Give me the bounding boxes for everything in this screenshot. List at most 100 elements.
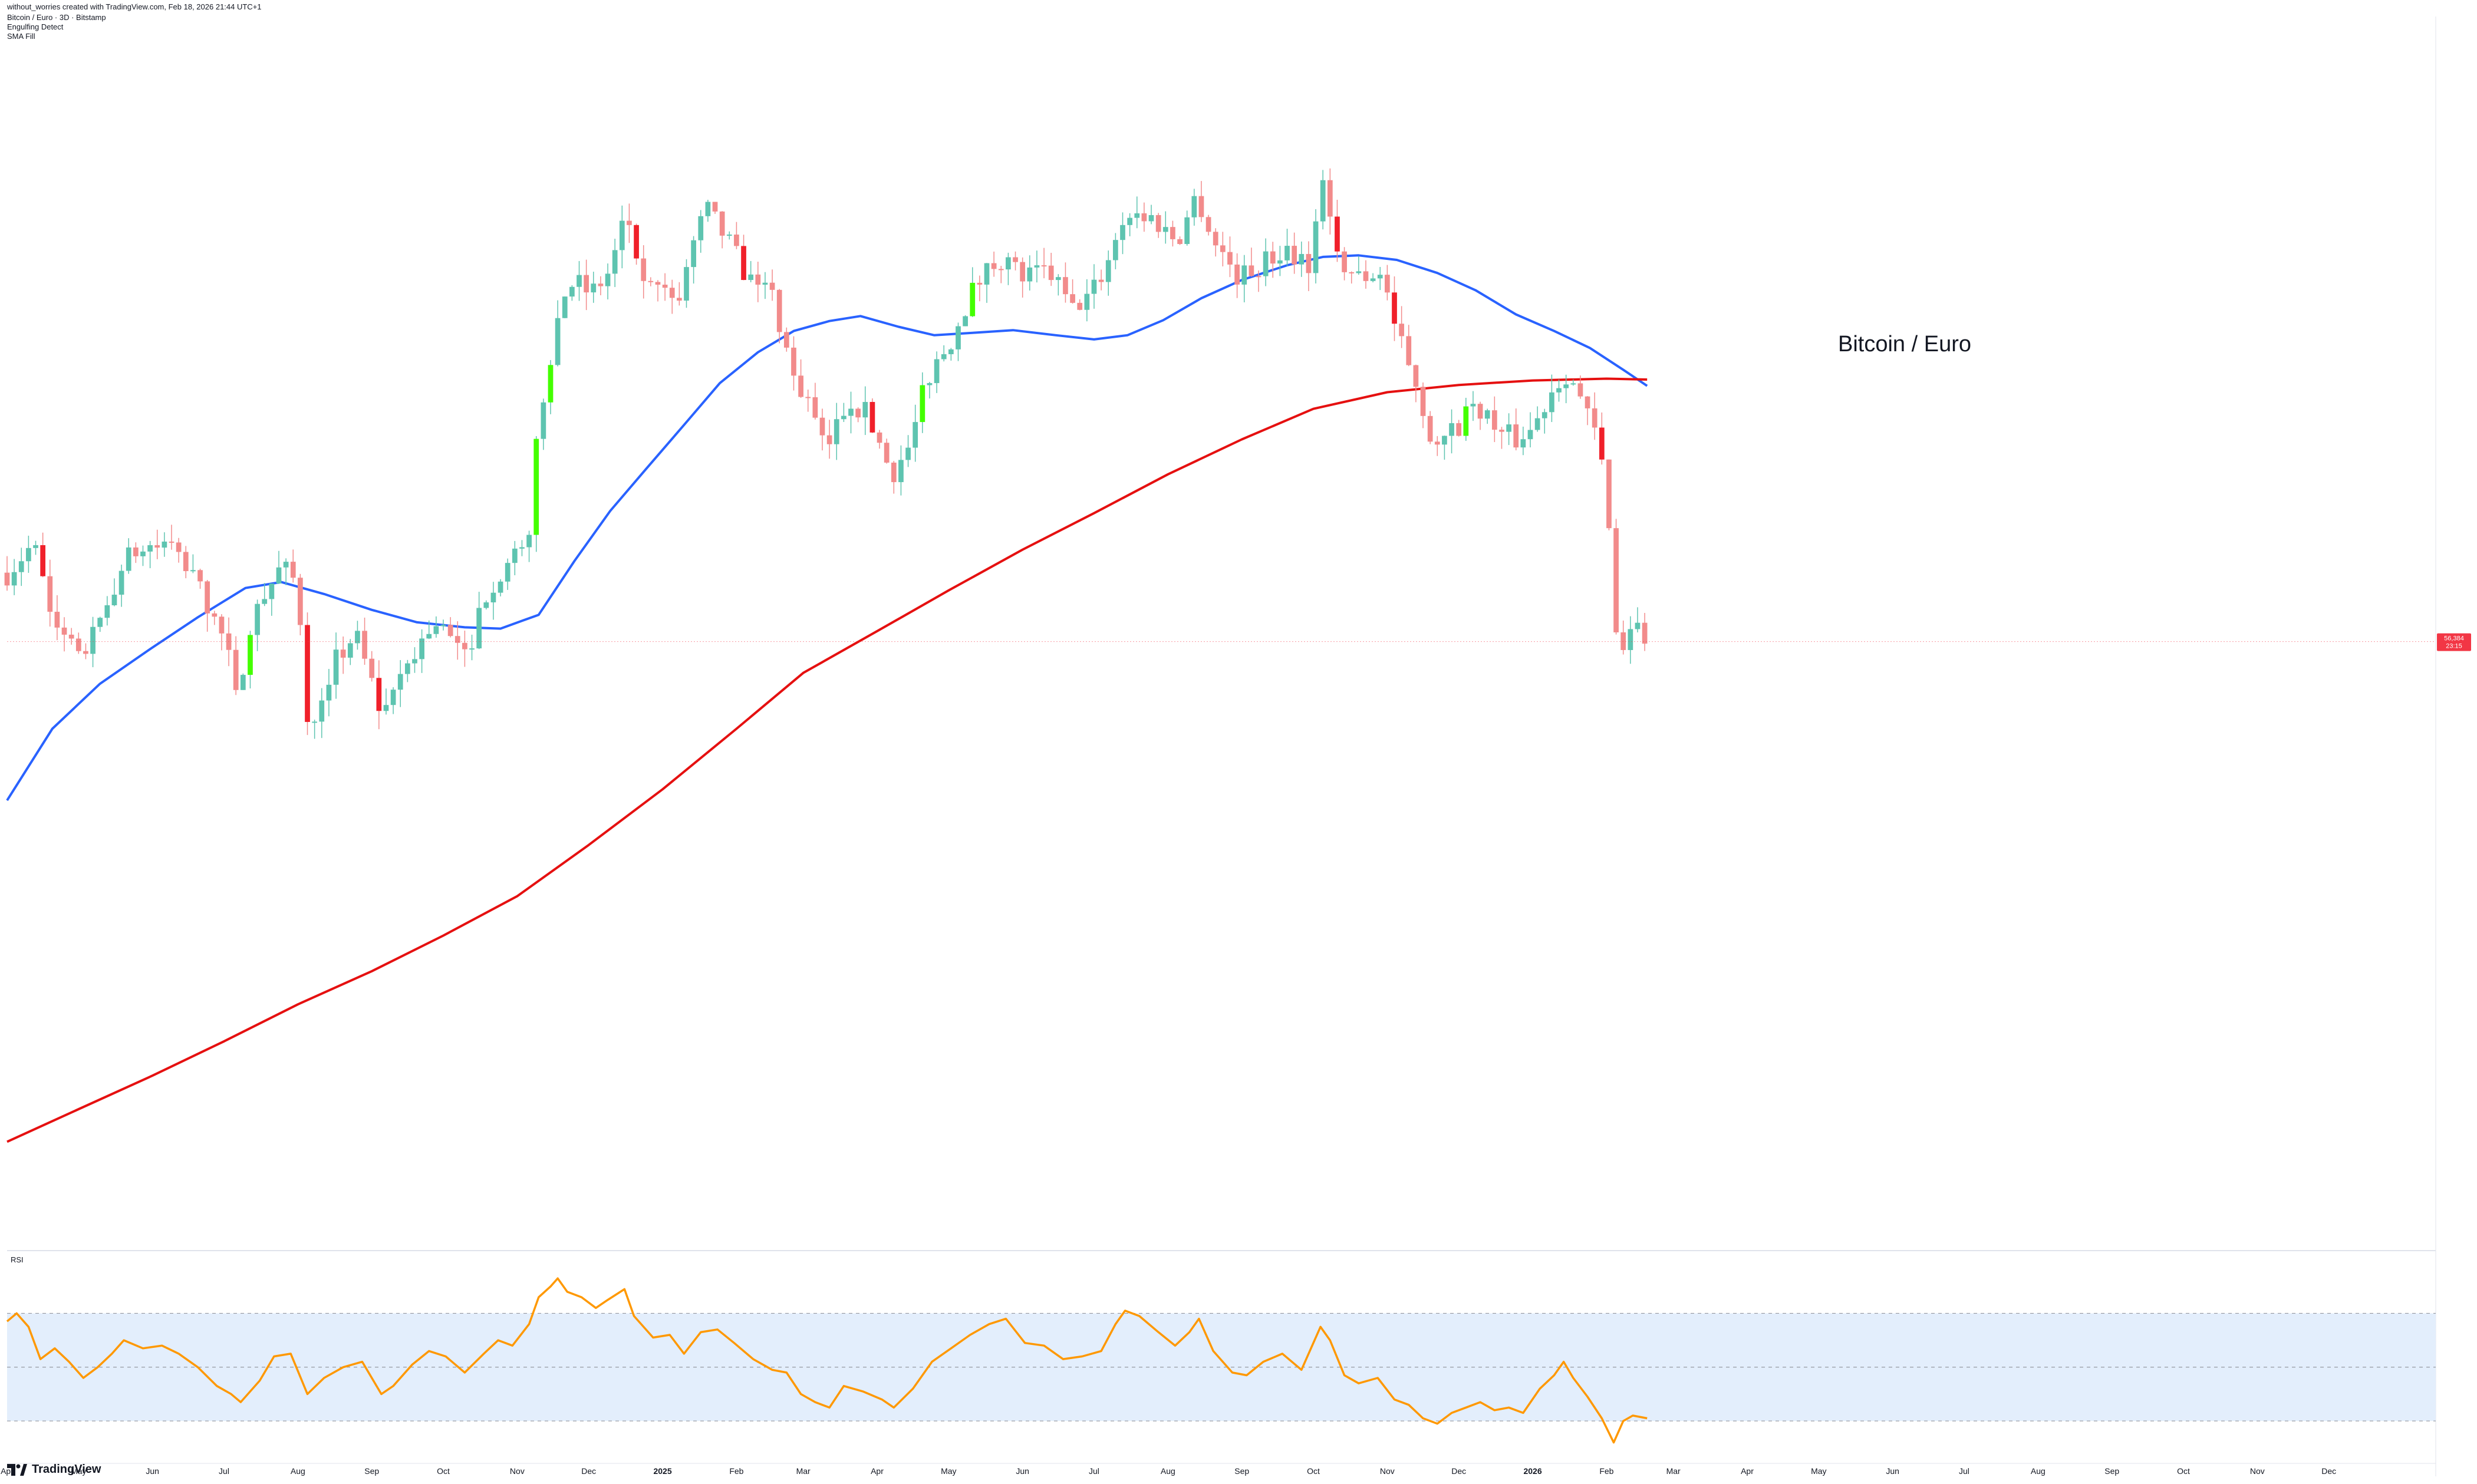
candle-body[interactable] <box>605 273 611 286</box>
candle-body[interactable] <box>276 567 282 584</box>
candle-body[interactable] <box>1270 251 1276 264</box>
candle-body[interactable] <box>1434 441 1440 445</box>
candle-body[interactable] <box>1234 264 1240 285</box>
candle-body[interactable] <box>1105 260 1111 282</box>
candle-body[interactable] <box>426 634 432 639</box>
candle-body[interactable] <box>1198 196 1204 217</box>
candle-body[interactable] <box>97 618 103 627</box>
candle-body[interactable] <box>891 462 897 483</box>
candle-body[interactable] <box>1370 278 1376 281</box>
candle-body[interactable] <box>11 572 17 586</box>
candle-body[interactable] <box>1463 406 1469 436</box>
candle-body[interactable] <box>662 285 668 288</box>
candle-body[interactable] <box>855 408 861 418</box>
candle-body[interactable] <box>641 258 647 281</box>
candle-body[interactable] <box>634 225 639 259</box>
candle-body[interactable] <box>1499 430 1504 432</box>
candle-body[interactable] <box>1306 253 1312 273</box>
candle-body[interactable] <box>598 283 604 286</box>
candle-body[interactable] <box>1077 302 1083 310</box>
candle-body[interactable] <box>1313 221 1319 273</box>
candle-body[interactable] <box>133 547 139 556</box>
candle-body[interactable] <box>712 202 718 212</box>
candle-body[interactable] <box>691 240 696 268</box>
candle-body[interactable] <box>869 402 875 433</box>
candle-body[interactable] <box>734 234 739 246</box>
candle-body[interactable] <box>1427 415 1433 442</box>
candle-body[interactable] <box>548 365 554 403</box>
candle-body[interactable] <box>648 281 654 282</box>
candle-body[interactable] <box>18 561 24 572</box>
candle-body[interactable] <box>1570 383 1576 385</box>
candle-body[interactable] <box>1335 216 1340 252</box>
candle-body[interactable] <box>1148 215 1154 222</box>
candle-body[interactable] <box>748 274 754 281</box>
candle-body[interactable] <box>841 415 846 420</box>
candle-body[interactable] <box>1155 215 1161 232</box>
candle-body[interactable] <box>555 318 561 365</box>
candle-body[interactable] <box>948 349 954 354</box>
candle-body[interactable] <box>834 419 839 444</box>
candle-body[interactable] <box>1141 213 1147 222</box>
candle-body[interactable] <box>884 443 890 463</box>
candle-body[interactable] <box>970 282 976 316</box>
candle-body[interactable] <box>197 570 203 582</box>
candle-body[interactable] <box>1292 246 1297 265</box>
candle-body[interactable] <box>312 721 318 723</box>
candle-body[interactable] <box>791 347 796 376</box>
candle-body[interactable] <box>205 581 210 614</box>
sma-fast-line[interactable] <box>6 254 1648 802</box>
candle-body[interactable] <box>1184 217 1190 245</box>
candle-body[interactable] <box>1420 387 1426 416</box>
candle-body[interactable] <box>1556 388 1562 393</box>
candle-body[interactable] <box>927 383 933 385</box>
candle-body[interactable] <box>140 551 146 556</box>
candle-body[interactable] <box>1127 217 1133 225</box>
candle-body[interactable] <box>447 625 453 637</box>
candle-body[interactable] <box>1642 622 1648 644</box>
indicator-engulfing-label[interactable]: Engulfing Detect <box>7 22 64 31</box>
candle-body[interactable] <box>1628 629 1633 650</box>
candle-body[interactable] <box>541 402 546 439</box>
candle-body[interactable] <box>319 700 325 722</box>
candle-body[interactable] <box>627 220 632 225</box>
candle-body[interactable] <box>1055 277 1061 281</box>
candle-body[interactable] <box>147 545 153 552</box>
candle-body[interactable] <box>1063 277 1068 295</box>
candle-body[interactable] <box>162 541 167 548</box>
candle-body[interactable] <box>1020 262 1026 282</box>
candle-body[interactable] <box>1113 240 1118 260</box>
candle-body[interactable] <box>333 649 339 685</box>
candle-body[interactable] <box>47 576 53 612</box>
candle-body[interactable] <box>1506 424 1511 432</box>
candle-body[interactable] <box>1413 365 1419 387</box>
candle-body[interactable] <box>1406 336 1412 365</box>
candle-body[interactable] <box>1213 232 1218 246</box>
candle-body[interactable] <box>1442 436 1447 445</box>
candle-body[interactable] <box>1249 265 1254 276</box>
candle-body[interactable] <box>1084 293 1090 310</box>
candle-body[interactable] <box>283 562 289 568</box>
candle-body[interactable] <box>397 674 403 690</box>
candle-body[interactable] <box>233 649 239 690</box>
candle-body[interactable] <box>1606 459 1612 529</box>
candle-body[interactable] <box>219 616 225 634</box>
candle-body[interactable] <box>212 613 218 617</box>
candle-body[interactable] <box>762 282 768 285</box>
candle-body[interactable] <box>819 417 825 436</box>
candle-body[interactable] <box>362 631 367 659</box>
candle-body[interactable] <box>1534 418 1540 430</box>
candle-body[interactable] <box>1320 180 1326 222</box>
candle-body[interactable] <box>577 275 582 287</box>
candle-body[interactable] <box>1520 439 1526 448</box>
candle-body[interactable] <box>433 626 439 634</box>
candle-body[interactable] <box>176 542 182 552</box>
candle-body[interactable] <box>305 625 310 722</box>
candle-body[interactable] <box>676 298 682 301</box>
candle-body[interactable] <box>920 385 925 423</box>
candle-body[interactable] <box>1006 257 1011 270</box>
candle-body[interactable] <box>190 570 196 572</box>
candle-body[interactable] <box>454 636 460 643</box>
candle-body[interactable] <box>1349 272 1355 273</box>
candle-body[interactable] <box>769 282 775 290</box>
